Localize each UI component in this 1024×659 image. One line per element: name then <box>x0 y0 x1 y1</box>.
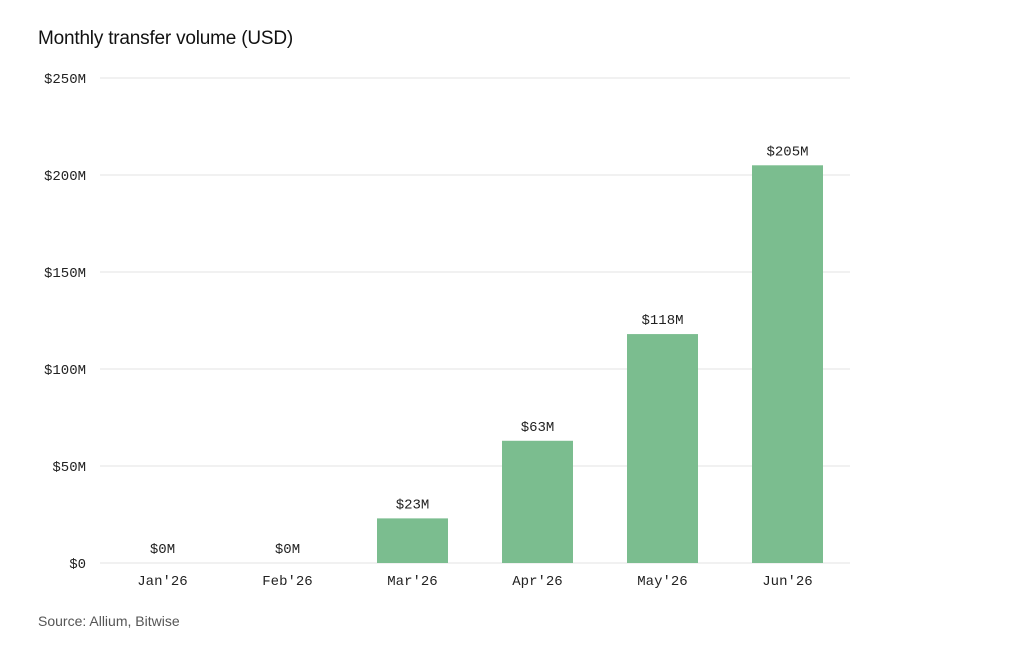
data-label: $0M <box>275 542 300 558</box>
x-tick-label: Apr'26 <box>512 574 562 590</box>
y-tick-label: $200M <box>44 169 86 185</box>
data-label: $63M <box>521 420 555 436</box>
bars <box>377 165 823 564</box>
bar <box>502 440 573 563</box>
data-label: $0M <box>150 542 175 558</box>
data-label: $118M <box>641 313 683 329</box>
y-tick-label: $0 <box>69 557 86 573</box>
data-labels: $0M $0M $23M $63M $118M $205M <box>150 144 809 558</box>
x-tick-label: Mar'26 <box>387 574 437 590</box>
x-tick-label: Feb'26 <box>262 574 312 590</box>
y-tick-label: $150M <box>44 266 86 282</box>
x-tick-label: May'26 <box>637 574 687 590</box>
bar <box>377 518 448 563</box>
y-tick-label: $50M <box>52 460 86 476</box>
bar <box>627 334 698 563</box>
chart-title: Monthly transfer volume (USD) <box>38 28 293 49</box>
gridlines <box>100 77 850 564</box>
x-axis-ticks: Jan'26 Feb'26 Mar'26 Apr'26 May'26 Jun'26 <box>137 574 812 590</box>
data-label: $205M <box>766 144 808 160</box>
y-tick-label: $250M <box>44 72 86 88</box>
data-label: $23M <box>396 497 430 513</box>
x-tick-label: Jun'26 <box>762 574 812 590</box>
y-tick-label: $100M <box>44 363 86 379</box>
source-note: Source: Allium, Bitwise <box>38 613 180 629</box>
bar <box>752 165 823 564</box>
x-tick-label: Jan'26 <box>137 574 187 590</box>
y-axis-ticks: $0 $50M $100M $150M $200M $250M <box>44 72 86 573</box>
